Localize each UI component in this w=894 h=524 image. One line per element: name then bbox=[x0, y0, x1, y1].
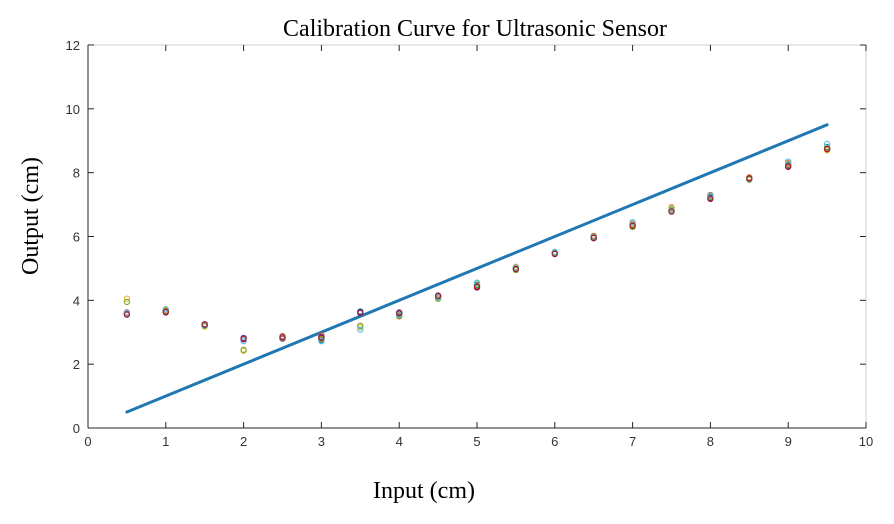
y-tick-label: 2 bbox=[73, 357, 80, 372]
data-point bbox=[201, 321, 208, 328]
data-point bbox=[240, 346, 247, 353]
data-point bbox=[123, 298, 131, 306]
y-tick-label: 4 bbox=[73, 293, 80, 308]
data-point bbox=[318, 334, 325, 342]
data-point bbox=[512, 265, 520, 273]
y-tick-label: 8 bbox=[73, 166, 80, 181]
plot-box bbox=[87, 44, 867, 429]
data-point bbox=[162, 308, 169, 315]
data-point bbox=[785, 160, 792, 167]
x-tick-label: 8 bbox=[707, 434, 714, 449]
x-tick-label: 4 bbox=[396, 434, 403, 449]
x-tick-label: 6 bbox=[551, 434, 558, 449]
data-point bbox=[240, 336, 247, 343]
data-point bbox=[785, 163, 792, 170]
y-tick-label: 0 bbox=[73, 421, 80, 436]
x-tick-label: 2 bbox=[240, 434, 247, 449]
y-tick-label: 6 bbox=[73, 230, 80, 245]
data-point bbox=[279, 334, 286, 341]
data-point bbox=[240, 338, 247, 345]
data-point bbox=[590, 234, 597, 241]
data-point bbox=[357, 326, 364, 333]
data-point bbox=[162, 306, 169, 313]
x-axis-label: Input (cm) bbox=[373, 478, 475, 504]
data-point bbox=[357, 309, 364, 316]
x-tick-label: 7 bbox=[629, 434, 636, 449]
data-point bbox=[473, 283, 481, 291]
data-point bbox=[318, 338, 325, 345]
reference-line-group bbox=[125, 123, 829, 414]
data-point bbox=[707, 195, 714, 202]
x-tick-label: 10 bbox=[859, 434, 873, 449]
plot-frame bbox=[87, 44, 867, 429]
data-point bbox=[123, 311, 131, 318]
x-tick-label: 1 bbox=[162, 434, 169, 449]
data-point bbox=[629, 222, 636, 229]
x-tick-label: 9 bbox=[785, 434, 792, 449]
data-point bbox=[473, 279, 481, 286]
data-point bbox=[629, 218, 636, 226]
x-tick-label: 3 bbox=[318, 434, 325, 449]
data-point bbox=[396, 309, 403, 317]
data-points bbox=[123, 140, 831, 354]
data-point bbox=[357, 322, 364, 330]
data-point bbox=[123, 295, 131, 302]
y-axis-label: Output (cm) bbox=[18, 157, 44, 275]
data-point bbox=[668, 203, 675, 211]
x-tick-label: 5 bbox=[473, 434, 480, 449]
data-point bbox=[668, 208, 675, 215]
data-point bbox=[823, 145, 831, 153]
data-point bbox=[707, 192, 714, 199]
x-tick-label: 0 bbox=[84, 434, 91, 449]
data-point bbox=[551, 248, 558, 255]
chart-title: Calibration Curve for Ultrasonic Sensor bbox=[283, 16, 667, 42]
data-point bbox=[551, 250, 558, 257]
y-tick-label: 10 bbox=[66, 102, 80, 117]
y-tick-label: 12 bbox=[66, 38, 80, 53]
reference-line bbox=[125, 123, 829, 414]
data-point bbox=[434, 292, 442, 300]
data-point bbox=[746, 175, 753, 182]
